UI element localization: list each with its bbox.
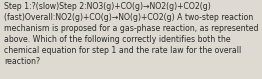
Text: Step 1:?(slow)Step 2:NO3(g)+CO(g)→NO2(g)+CO2(g)
(fast)Overall:NO2(g)+CO(g)→NO(g): Step 1:?(slow)Step 2:NO3(g)+CO(g)→NO2(g)…	[4, 2, 258, 66]
